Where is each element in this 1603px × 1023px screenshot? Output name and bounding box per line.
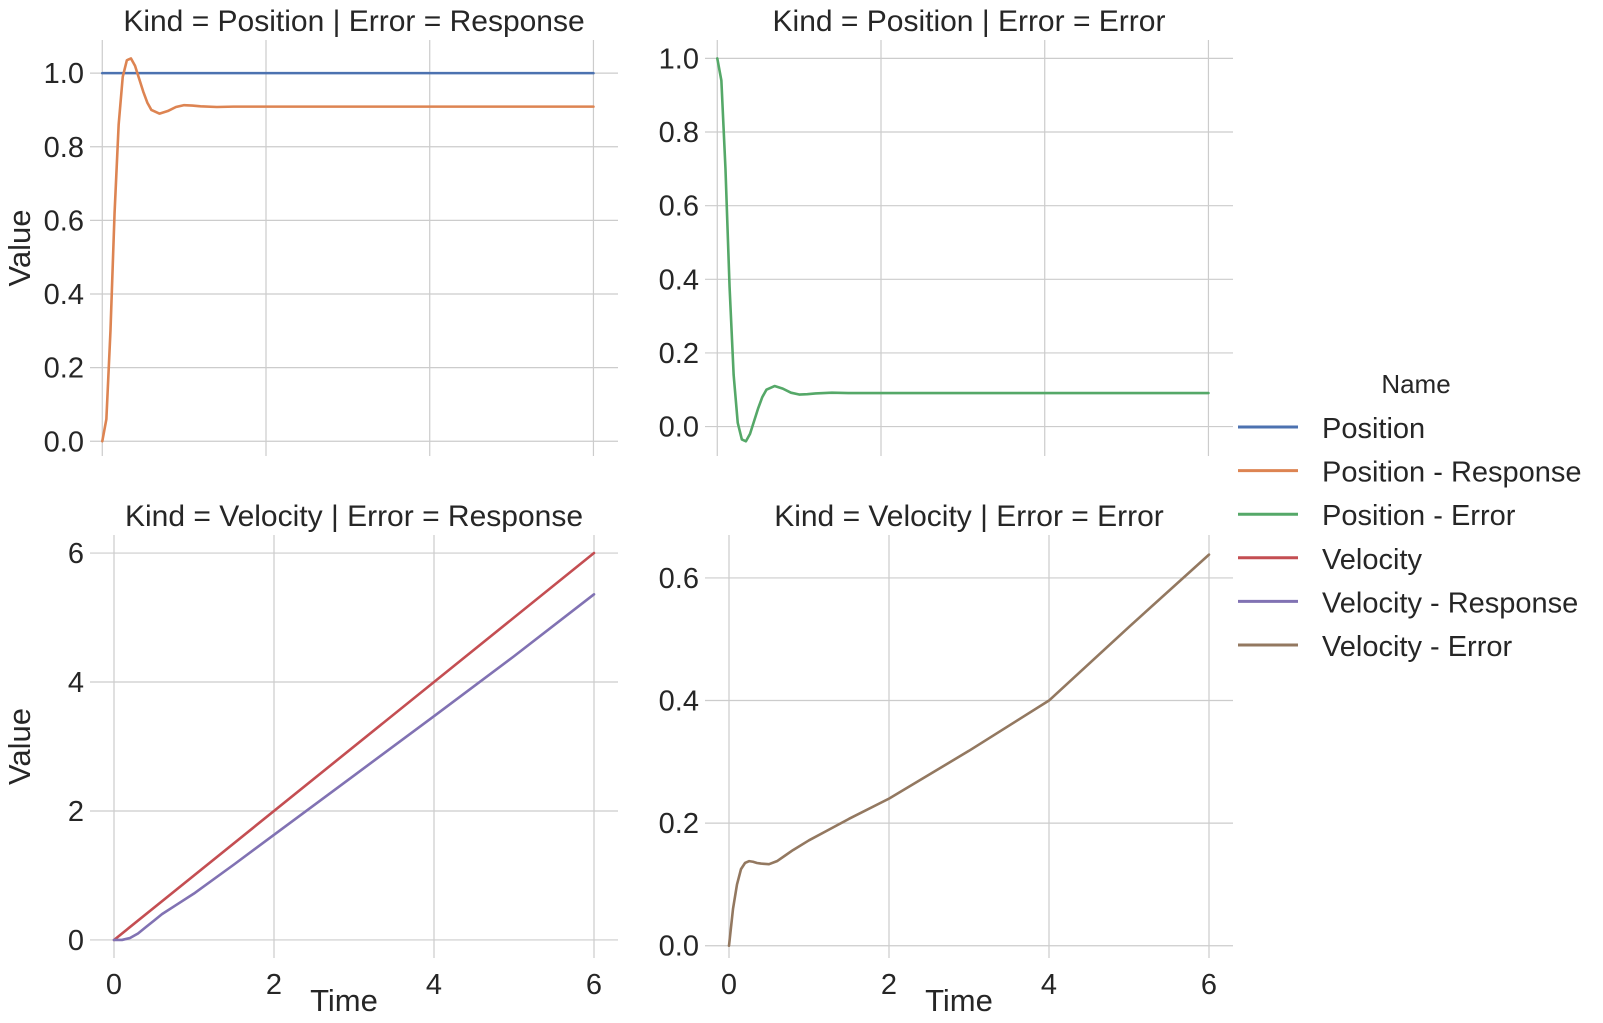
legend-label-velocity-response: Velocity - Response [1322,587,1578,619]
series-line-velocity-error [727,553,1211,948]
x-tick-label: 6 [586,969,602,1001]
y-tick-label: 0.8 [659,117,699,149]
series-line-velocity [112,551,596,942]
y-tick-label: 0.4 [44,279,84,311]
x-tick-label: 2 [266,969,282,1001]
legend: Name Position Position - Response Position … [1238,369,1582,663]
y-tick-label: 4 [68,667,84,699]
series-line-position-error [715,57,1210,443]
x-tick-label: 0 [721,969,737,1001]
facet-panel-4: 0 2 4 6 0.0 0.2 0.4 0.6 Kind = Velocity | Error … [659,500,1233,1018]
legend-title: Name [1381,369,1450,399]
facet-panel-3: 0 2 4 6 0 2 4 6 Kind = Velocity | Error = Respon… [2,500,618,1018]
x-tick-label: 4 [1041,969,1057,1001]
y-tick-label: 0.8 [44,132,84,164]
x-axis-label: Time [310,983,378,1018]
panel-title: Kind = Velocity | Error = Response [125,500,583,533]
y-tick-label: 2 [68,796,84,828]
x-tick-label: 6 [1201,969,1217,1001]
x-axis-label: Time [925,983,993,1018]
legend-label-position-response: Position - Response [1322,457,1582,489]
y-axis-label: Value [2,210,37,287]
facet-panel-2: 0.0 0.2 0.4 0.6 0.8 1.0 Kind = Position | Erro… [659,5,1233,456]
y-tick-label: 0.2 [44,353,84,385]
y-tick-label: 0.0 [659,412,699,444]
y-tick-label: 0.2 [659,338,699,370]
panel-title: Kind = Position | Error = Response [123,5,584,38]
y-tick-label: 0.6 [44,205,84,237]
x-tick-label: 0 [106,969,122,1001]
y-tick-label: 0.2 [659,808,699,840]
y-tick-label: 0.6 [659,563,699,595]
x-tick-label: 4 [426,969,442,1001]
panel-title: Kind = Velocity | Error = Error [774,500,1164,533]
y-tick-label: 0.4 [659,264,699,296]
facet-panel-1: 0.0 0.2 0.4 0.6 0.8 1.0 Kind = Position | Erro… [2,5,618,458]
series-line-velocity-response [112,593,596,942]
y-tick-label: 0.6 [659,191,699,223]
x-tick-label: 2 [881,969,897,1001]
y-tick-label: 0.4 [659,686,699,718]
y-tick-label: 0.0 [44,426,84,458]
y-axis-label: Value [2,708,37,785]
y-tick-label: 6 [68,538,84,570]
panel-title: Kind = Position | Error = Error [773,5,1166,38]
y-tick-label: 1.0 [659,43,699,75]
y-tick-label: 0.0 [659,931,699,963]
legend-label-position-error: Position - Error [1322,500,1516,532]
legend-label-velocity: Velocity [1322,544,1422,576]
legend-label-position: Position [1322,413,1425,445]
y-tick-label: 0 [68,925,84,957]
legend-label-velocity-error: Velocity - Error [1322,631,1512,663]
series-line-position-response [100,57,595,443]
y-tick-label: 1.0 [44,58,84,90]
